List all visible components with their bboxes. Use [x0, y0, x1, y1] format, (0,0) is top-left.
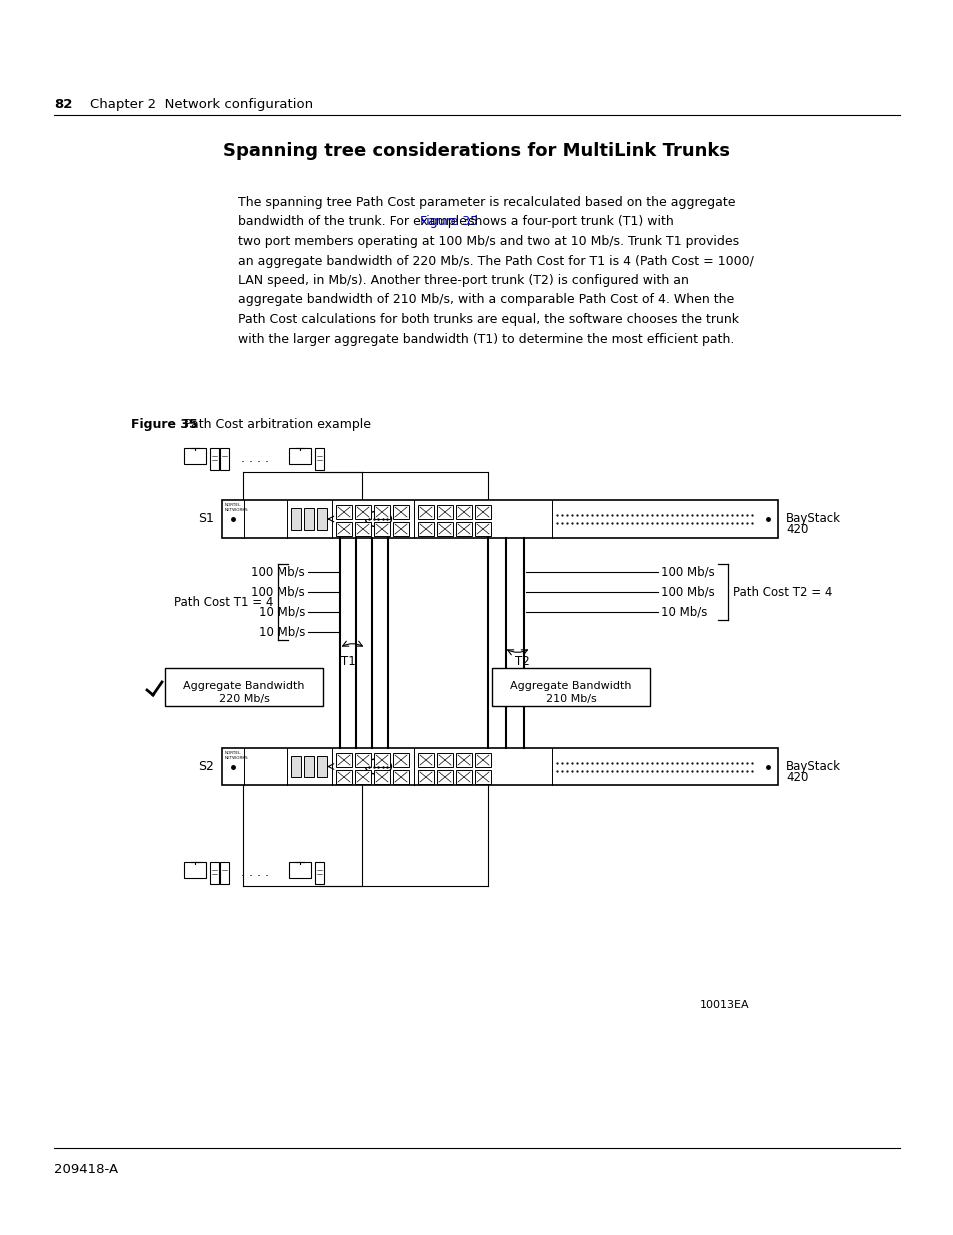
Text: 100 Mb/s: 100 Mb/s: [251, 566, 305, 578]
Text: an aggregate bandwidth of 220 Mb/s. The Path Cost for T1 is 4 (Path Cost = 1000/: an aggregate bandwidth of 220 Mb/s. The …: [237, 254, 753, 268]
Bar: [393, 505, 409, 519]
Bar: [417, 753, 434, 767]
Bar: [436, 505, 453, 519]
Bar: [456, 769, 472, 784]
Bar: [436, 769, 453, 784]
Bar: [475, 522, 491, 536]
Bar: [355, 522, 371, 536]
Ellipse shape: [365, 511, 391, 527]
Bar: [374, 753, 390, 767]
Bar: [289, 448, 311, 464]
Bar: [475, 753, 491, 767]
Text: 82: 82: [54, 98, 72, 111]
Bar: [417, 769, 434, 784]
Text: NETWORKS: NETWORKS: [225, 508, 249, 513]
Bar: [456, 753, 472, 767]
Text: Aggregate Bandwidth: Aggregate Bandwidth: [510, 680, 631, 692]
Text: Path Cost T2 = 4: Path Cost T2 = 4: [732, 585, 832, 599]
Bar: [417, 505, 434, 519]
Bar: [417, 522, 434, 536]
Bar: [304, 756, 314, 777]
Bar: [335, 769, 352, 784]
Bar: [291, 508, 301, 530]
Text: NORTEL: NORTEL: [225, 751, 241, 755]
Text: Aggregate Bandwidth: Aggregate Bandwidth: [183, 680, 304, 692]
Ellipse shape: [365, 758, 391, 774]
Text: The spanning tree Path Cost parameter is recalculated based on the aggregate: The spanning tree Path Cost parameter is…: [237, 196, 735, 209]
Bar: [220, 862, 230, 884]
Text: S1: S1: [198, 513, 213, 526]
Text: 420: 420: [785, 522, 807, 536]
Bar: [314, 862, 324, 884]
Bar: [475, 505, 491, 519]
Text: 10 Mb/s: 10 Mb/s: [258, 625, 305, 638]
Text: 100 Mb/s: 100 Mb/s: [251, 585, 305, 599]
Bar: [475, 769, 491, 784]
Text: Path Cost T1 = 4: Path Cost T1 = 4: [173, 595, 273, 609]
Bar: [289, 862, 311, 878]
Bar: [355, 753, 371, 767]
Text: BayStack: BayStack: [785, 513, 841, 525]
Bar: [335, 522, 352, 536]
Text: NORTEL: NORTEL: [225, 503, 241, 508]
Text: . . . .: . . . .: [241, 866, 269, 878]
Bar: [374, 769, 390, 784]
Text: T1: T1: [340, 655, 355, 668]
Bar: [374, 522, 390, 536]
Text: 100 Mb/s: 100 Mb/s: [660, 585, 714, 599]
Text: 220 Mb/s: 220 Mb/s: [218, 694, 269, 704]
Text: 10013EA: 10013EA: [700, 1000, 749, 1010]
Bar: [314, 448, 324, 471]
Text: two port members operating at 100 Mb/s and two at 10 Mb/s. Trunk T1 provides: two port members operating at 100 Mb/s a…: [237, 235, 739, 248]
Text: 420: 420: [785, 771, 807, 784]
Bar: [210, 862, 219, 884]
Text: Path Cost arbitration example: Path Cost arbitration example: [184, 417, 371, 431]
Bar: [165, 668, 323, 706]
Text: NETWORKS: NETWORKS: [225, 756, 249, 760]
Bar: [291, 756, 301, 777]
Bar: [393, 769, 409, 784]
Bar: [316, 508, 327, 530]
Text: 10 Mb/s: 10 Mb/s: [258, 605, 305, 619]
Text: T2: T2: [514, 655, 529, 668]
Bar: [222, 500, 778, 538]
Text: 10 Mb/s: 10 Mb/s: [660, 605, 706, 619]
Bar: [220, 448, 230, 471]
Bar: [436, 753, 453, 767]
Text: LAN speed, in Mb/s). Another three-port trunk (T2) is configured with an: LAN speed, in Mb/s). Another three-port …: [237, 274, 688, 287]
Bar: [222, 748, 778, 785]
Text: Path Cost calculations for both trunks are equal, the software chooses the trunk: Path Cost calculations for both trunks a…: [237, 312, 739, 326]
Text: 210 Mb/s: 210 Mb/s: [545, 694, 596, 704]
Bar: [393, 522, 409, 536]
Text: with the larger aggregate bandwidth (T1) to determine the most efficient path.: with the larger aggregate bandwidth (T1)…: [237, 332, 734, 346]
Bar: [374, 505, 390, 519]
Bar: [304, 508, 314, 530]
Text: 209418-A: 209418-A: [54, 1163, 118, 1176]
Text: S2: S2: [198, 760, 213, 773]
Bar: [316, 756, 327, 777]
Bar: [184, 862, 206, 878]
Bar: [335, 505, 352, 519]
Text: BayStack: BayStack: [785, 760, 841, 773]
Bar: [355, 769, 371, 784]
Bar: [456, 522, 472, 536]
Text: Figure 35: Figure 35: [131, 417, 197, 431]
Bar: [492, 668, 649, 706]
Bar: [184, 448, 206, 464]
Bar: [335, 753, 352, 767]
Bar: [456, 505, 472, 519]
Text: . . . .: . . . .: [241, 452, 269, 464]
Text: Spanning tree considerations for MultiLink Trunks: Spanning tree considerations for MultiLi…: [223, 142, 730, 161]
Bar: [393, 753, 409, 767]
Bar: [210, 448, 219, 471]
Text: Chapter 2  Network configuration: Chapter 2 Network configuration: [90, 98, 313, 111]
Bar: [355, 505, 371, 519]
Text: 100 Mb/s: 100 Mb/s: [660, 566, 714, 578]
Text: aggregate bandwidth of 210 Mb/s, with a comparable Path Cost of 4. When the: aggregate bandwidth of 210 Mb/s, with a …: [237, 294, 734, 306]
Text: shows a four-port trunk (T1) with: shows a four-port trunk (T1) with: [464, 215, 674, 228]
Bar: [436, 522, 453, 536]
Text: bandwidth of the trunk. For example,: bandwidth of the trunk. For example,: [237, 215, 475, 228]
Text: Figure 35: Figure 35: [419, 215, 477, 228]
